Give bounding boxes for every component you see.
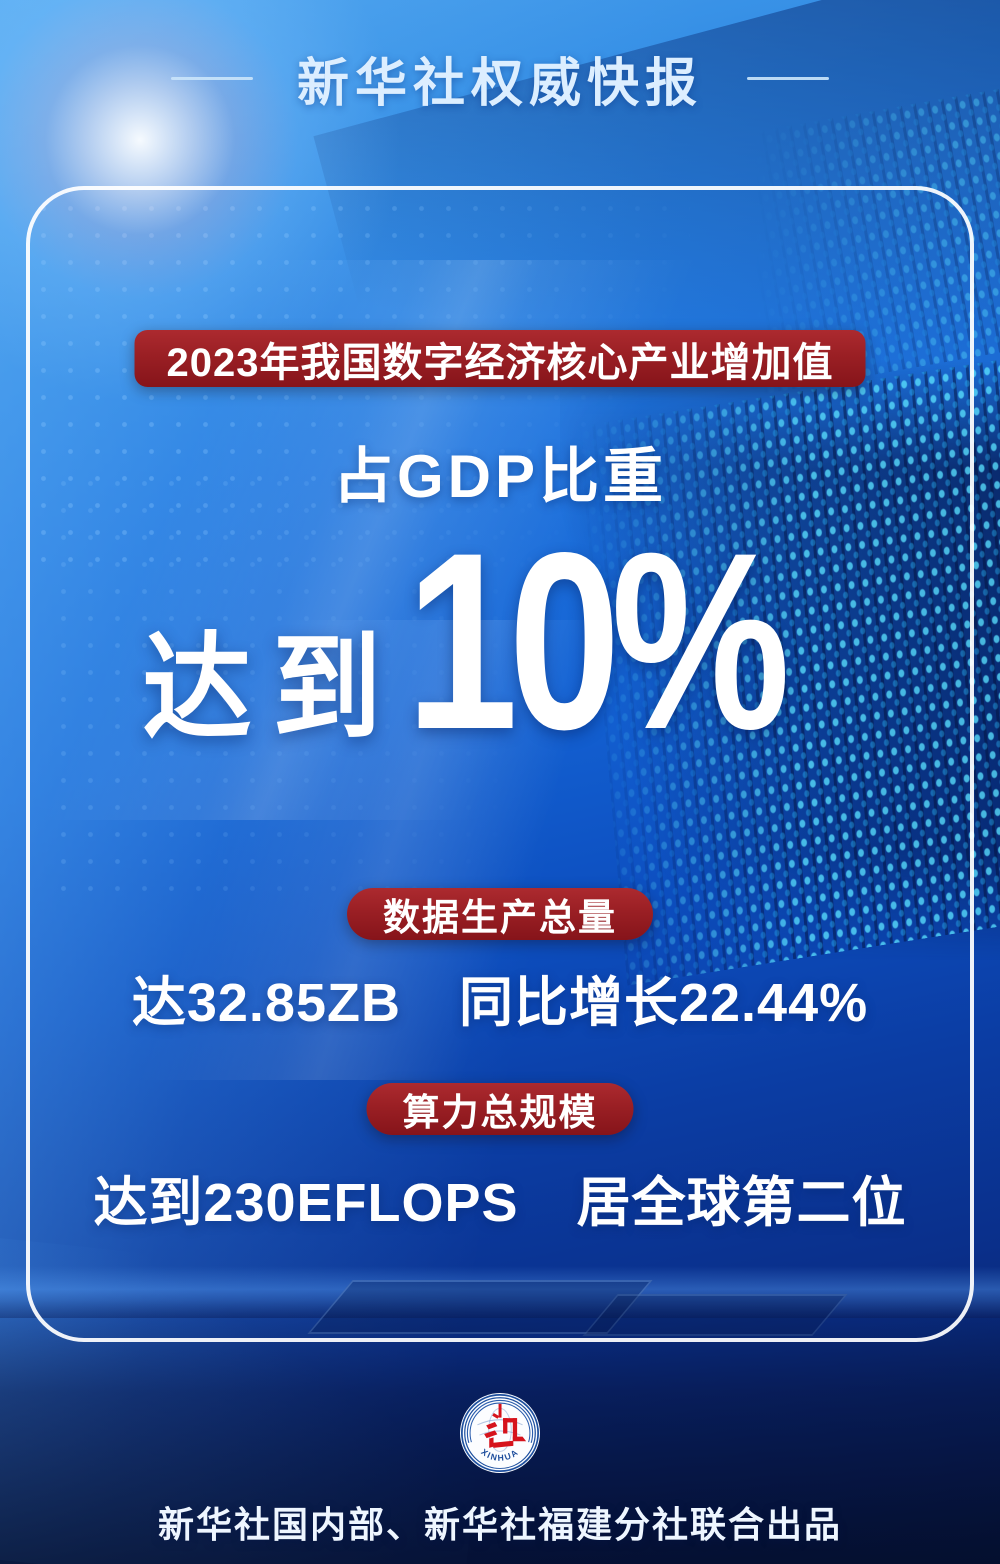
page-title: 新华社权威快报 <box>296 54 703 113</box>
xinhua-logo-icon: XINHUA <box>460 1393 540 1473</box>
data-production-banner: 数据生产总量 <box>347 888 653 940</box>
gdp-share-label: 占GDP比重 <box>332 443 668 510</box>
data-production-growth: 同比增长22.44% <box>458 973 869 1033</box>
computing-power-stats: 达到230EFLOPS 居全球第二位 <box>0 1158 1000 1237</box>
headline-banner: 2023年我国数字经济核心产业增加值 <box>134 330 866 387</box>
data-production-value: 达32.85ZB <box>131 973 401 1033</box>
computing-power-value: 达到230EFLOPS <box>93 1173 519 1233</box>
main-statistic: 达到 10% <box>0 516 1000 768</box>
data-production-stats: 达32.85ZB 同比增长22.44% <box>0 958 1000 1037</box>
dot-grid-pattern <box>50 470 570 900</box>
xinhua-emblem <box>484 1403 527 1448</box>
computing-power-banner: 算力总规模 <box>366 1083 634 1135</box>
xinhua-logo: XINHUA <box>459 1392 541 1474</box>
footer-credit: 新华社国内部、新华社福建分社联合出品 <box>157 1504 842 1545</box>
header: 新华社权威快报 <box>0 40 1000 116</box>
statistic-prefix: 达到 <box>142 623 402 753</box>
statistic-value: 10% <box>405 501 790 782</box>
content-frame-border <box>26 186 974 1342</box>
header-dash-left <box>170 76 253 80</box>
header-dash-right <box>747 76 829 80</box>
computing-power-rank: 居全球第二位 <box>576 1173 907 1233</box>
